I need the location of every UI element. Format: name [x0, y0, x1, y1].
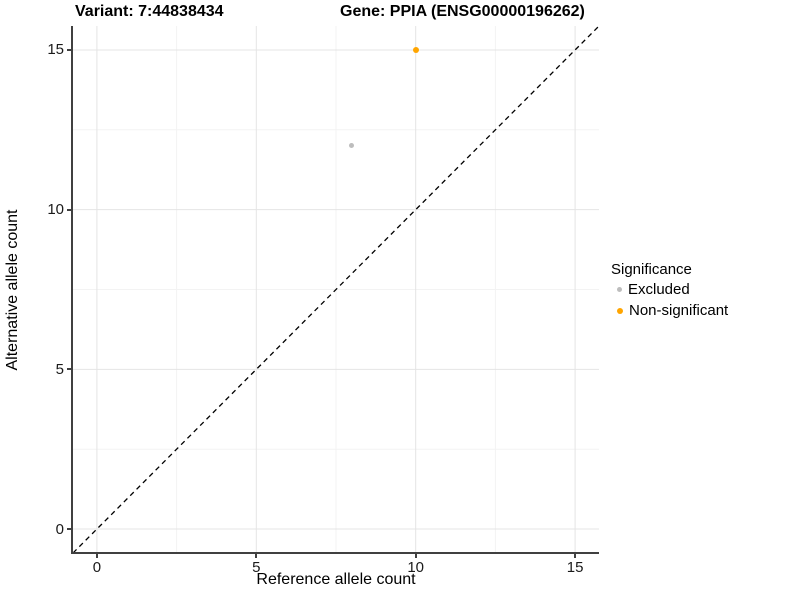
y-tick-mark — [67, 368, 71, 371]
legend-dot-icon — [617, 307, 623, 314]
plot-area-svg — [73, 26, 599, 553]
data-point-non-significant — [412, 46, 419, 53]
legend-title: Significance — [611, 261, 692, 278]
plot-title-variant: Variant: 7:44838434 — [75, 3, 224, 20]
x-tick-mark — [95, 554, 98, 558]
y-tick-label: 10 — [47, 201, 64, 219]
x-tick-mark — [414, 554, 417, 558]
y-tick-mark — [67, 48, 71, 51]
x-axis-label: Reference allele count — [256, 571, 416, 588]
x-tick-mark — [255, 554, 258, 558]
y-tick-mark — [67, 208, 71, 211]
legend-item-non-significant: Non-significant — [610, 300, 728, 321]
legend-item-label: Non-significant — [629, 302, 729, 319]
x-tick-label: 5 — [252, 559, 261, 576]
x-axis-line — [71, 552, 599, 554]
x-tick-label: 0 — [92, 559, 102, 576]
legend: Significance Excluded Non-significant — [610, 252, 728, 321]
y-tick-label: 5 — [55, 360, 64, 378]
legend-items: Excluded Non-significant — [610, 279, 728, 321]
identity-reference-line — [73, 26, 599, 553]
legend-dot-icon — [617, 287, 622, 292]
legend-item-label: Excluded — [628, 281, 690, 298]
legend-item-excluded: Excluded — [610, 279, 728, 300]
y-axis-line — [71, 26, 73, 554]
y-tick-mark — [67, 528, 71, 531]
plot-title-gene: Gene: PPIA (ENSG00000196262) — [340, 3, 585, 20]
data-point-excluded — [349, 143, 355, 149]
y-axis-label: Alternative allele count — [4, 209, 21, 371]
y-tick-label: 0 — [55, 520, 64, 538]
x-tick-label: 10 — [407, 559, 425, 576]
y-tick-label: 15 — [47, 41, 64, 59]
x-tick-label: 15 — [566, 559, 584, 576]
plot-panel — [73, 26, 599, 553]
x-tick-mark — [574, 554, 577, 558]
